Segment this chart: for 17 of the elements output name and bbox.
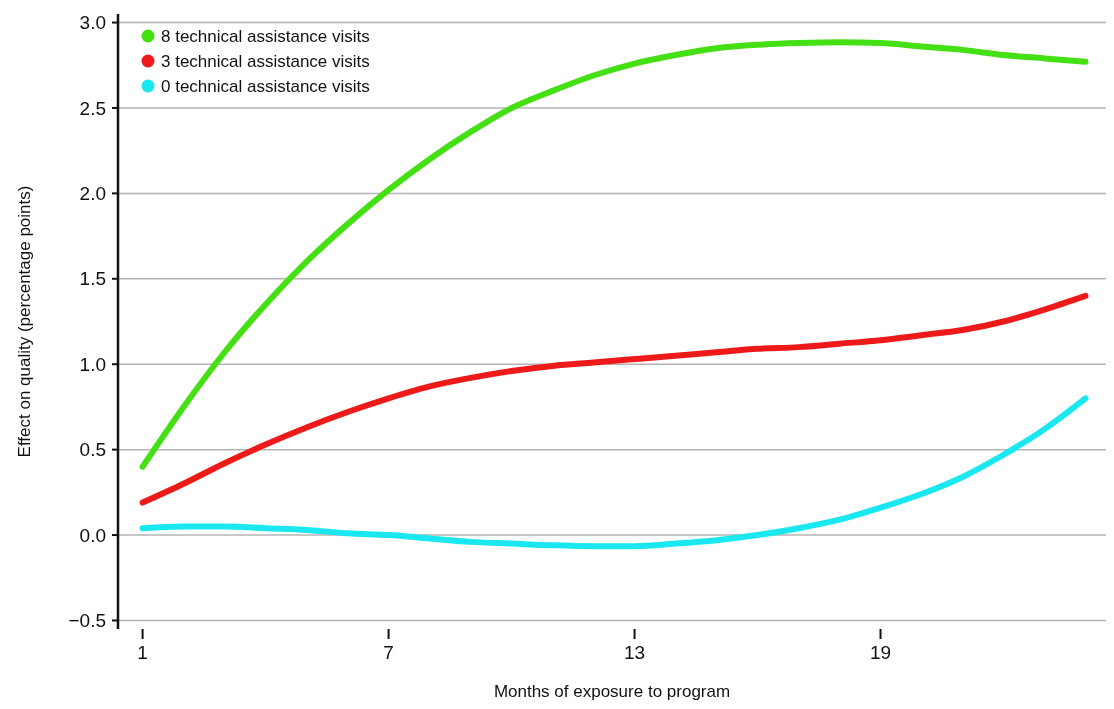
y-tick-label: −0.5 — [68, 610, 106, 632]
x-axis-title: Months of exposure to program — [493, 682, 731, 701]
legend-label: 3 technical assistance visits — [161, 51, 370, 71]
legend-label: 8 technical assistance visits — [161, 26, 370, 46]
x-tick-label: 13 — [623, 642, 646, 663]
y-tick-label: 1.0 — [79, 353, 106, 375]
y-tick-label: 0.0 — [79, 524, 106, 546]
x-tick-label: 7 — [383, 642, 394, 663]
y-tick-label: 3.0 — [79, 12, 106, 34]
x-tick-label: 1 — [137, 642, 148, 663]
y-tick-label: 1.5 — [79, 268, 106, 290]
y-tick-label: 0.5 — [79, 439, 106, 461]
y-tick-label: 2.5 — [79, 97, 106, 119]
x-tick-label: 19 — [869, 642, 892, 663]
y-axis-title: Effect on quality (percentage points) — [15, 185, 34, 458]
y-tick-label: 2.0 — [79, 183, 106, 205]
legend-label: 0 technical assistance visits — [161, 76, 370, 96]
